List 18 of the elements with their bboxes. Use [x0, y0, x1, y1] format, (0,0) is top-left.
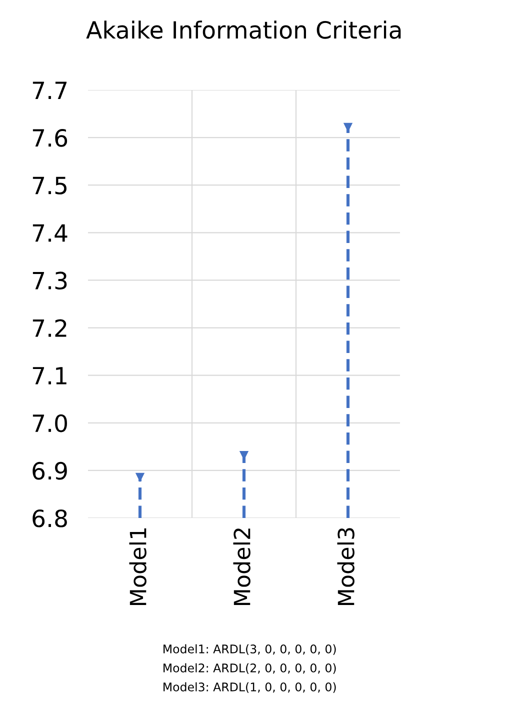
y-tick-label: 7.0	[32, 414, 67, 432]
x-tick-label: Model2	[233, 528, 250, 606]
y-tick-label: 7.3	[32, 272, 67, 290]
x-tick-label: Model3	[337, 528, 354, 606]
y-tick-label: 7.6	[32, 129, 68, 147]
y-tick-label: 6.8	[32, 509, 67, 528]
y-tick-label: 7.2	[32, 319, 66, 337]
y-tick-label: 7.5	[32, 176, 66, 194]
text: Model2: ARDL(2, 0, 0, 0, 0, 0)	[164, 663, 336, 674]
y-tick-label: 7.7	[32, 82, 67, 99]
y-tick-label: 7.4	[32, 224, 68, 242]
x-tick-label: Model1	[129, 528, 146, 606]
text: Model1: ARDL(3, 0, 0, 0, 0, 0)	[164, 644, 336, 655]
text: Model3: ARDL(1, 0, 0, 0, 0, 0)	[164, 682, 336, 693]
chart-title: Akaike Information Criteria	[86, 20, 401, 39]
y-tick-label: 7.1	[32, 367, 66, 384]
point	[136, 472, 144, 482]
y-tick-label: 6.9	[32, 462, 67, 480]
